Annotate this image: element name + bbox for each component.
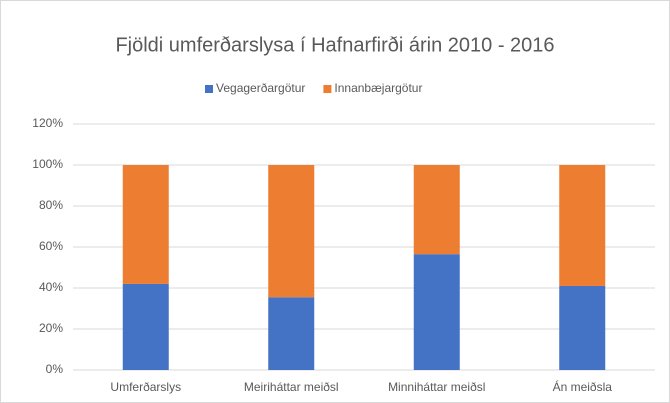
bar-segment [122,165,169,284]
x-tick-label: Minniháttar meiðsl [388,380,485,394]
y-tick-label: 120% [32,116,63,130]
y-tick-label: 100% [32,157,63,171]
y-tick-label: 0% [46,362,64,376]
bar-segment [268,165,315,298]
bar-segment [268,297,315,370]
bar-segment [559,285,606,370]
legend-label: Innanbæjargötur [334,81,422,95]
bar-segment [413,254,460,370]
y-tick-label: 20% [39,321,63,335]
bar-segment [559,165,606,286]
bar-segment [122,283,169,370]
legend-swatch [205,85,213,93]
legend-label: Vegagerðargötur [216,81,305,95]
x-tick-label: Meiriháttar meiðsl [244,380,339,394]
legend-swatch [323,85,332,93]
y-tick-label: 60% [39,239,63,253]
bar-segment [413,165,460,255]
x-tick-label: Umferðarslys [110,380,181,394]
y-tick-label: 80% [39,198,63,212]
chart-title: Fjöldi umferðarslysa í Hafnarfirði árin … [115,34,554,56]
x-tick-label: Án meiðsla [553,379,613,394]
y-tick-label: 40% [39,280,63,294]
